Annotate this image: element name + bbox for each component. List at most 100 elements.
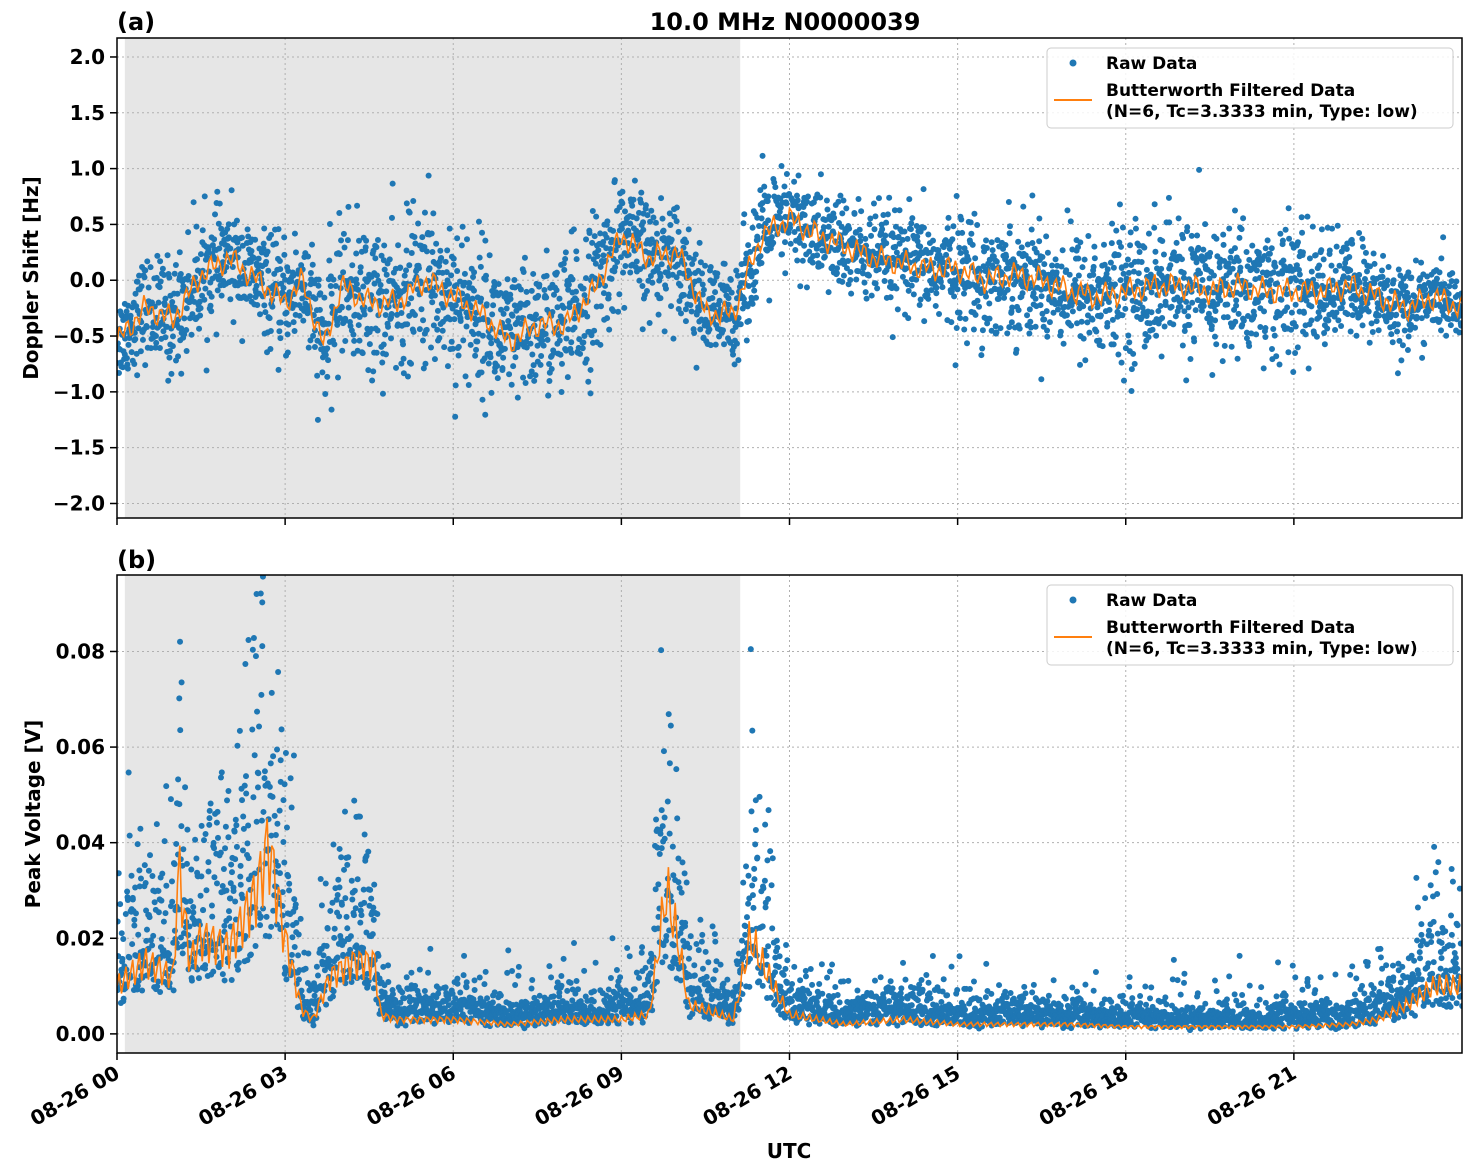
raw-point [350,332,356,338]
raw-point [238,882,244,888]
raw-point [279,726,285,732]
raw-point [640,219,646,225]
raw-point [950,223,956,229]
raw-point [839,279,845,285]
raw-point [319,902,325,908]
raw-point [1180,342,1186,348]
raw-point [822,254,828,260]
raw-point [973,312,979,318]
raw-point [268,328,274,334]
raw-point [370,931,376,937]
raw-point [221,866,227,872]
raw-point [1044,328,1050,334]
raw-point [1300,249,1306,255]
raw-point [505,947,511,953]
raw-point [385,979,391,985]
raw-point [461,953,467,959]
raw-point [281,234,287,240]
raw-point [1075,255,1081,261]
raw-point [911,291,917,297]
raw-point [284,824,290,830]
raw-point [1120,224,1126,230]
raw-point [882,233,888,239]
raw-point [363,244,369,250]
raw-point [1226,260,1232,266]
raw-point [422,988,428,994]
raw-point [760,153,766,159]
raw-point [1251,312,1257,318]
raw-point [175,353,181,359]
raw-point [1090,272,1096,278]
raw-point [1244,249,1250,255]
raw-point [327,221,333,227]
raw-point [340,269,346,275]
raw-point [192,837,198,843]
raw-point [573,289,579,295]
raw-point [1101,242,1107,248]
raw-point [701,287,707,293]
raw-point [339,304,345,310]
raw-point [345,204,351,210]
raw-point [1262,334,1268,340]
raw-point [509,382,515,388]
raw-point [1118,244,1124,250]
raw-point [135,841,141,847]
raw-point [131,361,137,367]
raw-point [176,801,182,807]
raw-point [247,293,253,299]
raw-point [258,914,264,920]
raw-point [512,354,518,360]
raw-point [1137,249,1143,255]
raw-point [201,837,207,843]
raw-point [135,932,141,938]
raw-point [474,338,480,344]
raw-point [1141,245,1147,251]
raw-point [1390,339,1396,345]
raw-point [520,375,526,381]
x-tick-label: 08-26 06 [362,1061,460,1131]
raw-point [399,989,405,995]
raw-point [206,815,212,821]
raw-point [906,196,912,202]
raw-point [1007,230,1013,236]
raw-point [420,338,426,344]
raw-point [1136,270,1142,276]
raw-point [961,326,967,332]
raw-point [700,282,706,288]
raw-point [500,355,506,361]
raw-point [124,888,130,894]
raw-point [1006,199,1012,205]
raw-point [277,335,283,341]
raw-point [669,237,675,243]
raw-point [888,294,894,300]
raw-point [460,224,466,230]
raw-point [593,214,599,220]
raw-point [1303,331,1309,337]
raw-point [490,302,496,308]
raw-point [533,312,539,318]
raw-point [332,926,338,932]
raw-point [584,356,590,362]
x-tick-label: 08-26 21 [1203,1061,1301,1131]
raw-point [420,317,426,323]
raw-point [546,378,552,384]
raw-point [286,887,292,893]
raw-point [454,268,460,274]
raw-point [219,769,225,775]
raw-point [574,256,580,262]
raw-point [297,313,303,319]
raw-point [353,250,359,256]
raw-point [1179,256,1185,262]
raw-point [1301,310,1307,316]
raw-point [1184,224,1190,230]
raw-point [1267,251,1273,257]
raw-point [202,966,208,972]
raw-point [119,956,125,962]
raw-point [951,293,957,299]
raw-point [345,854,351,860]
raw-point [155,888,161,894]
raw-point [574,978,580,984]
raw-point [781,183,787,189]
raw-point [741,220,747,226]
raw-point [198,893,204,899]
